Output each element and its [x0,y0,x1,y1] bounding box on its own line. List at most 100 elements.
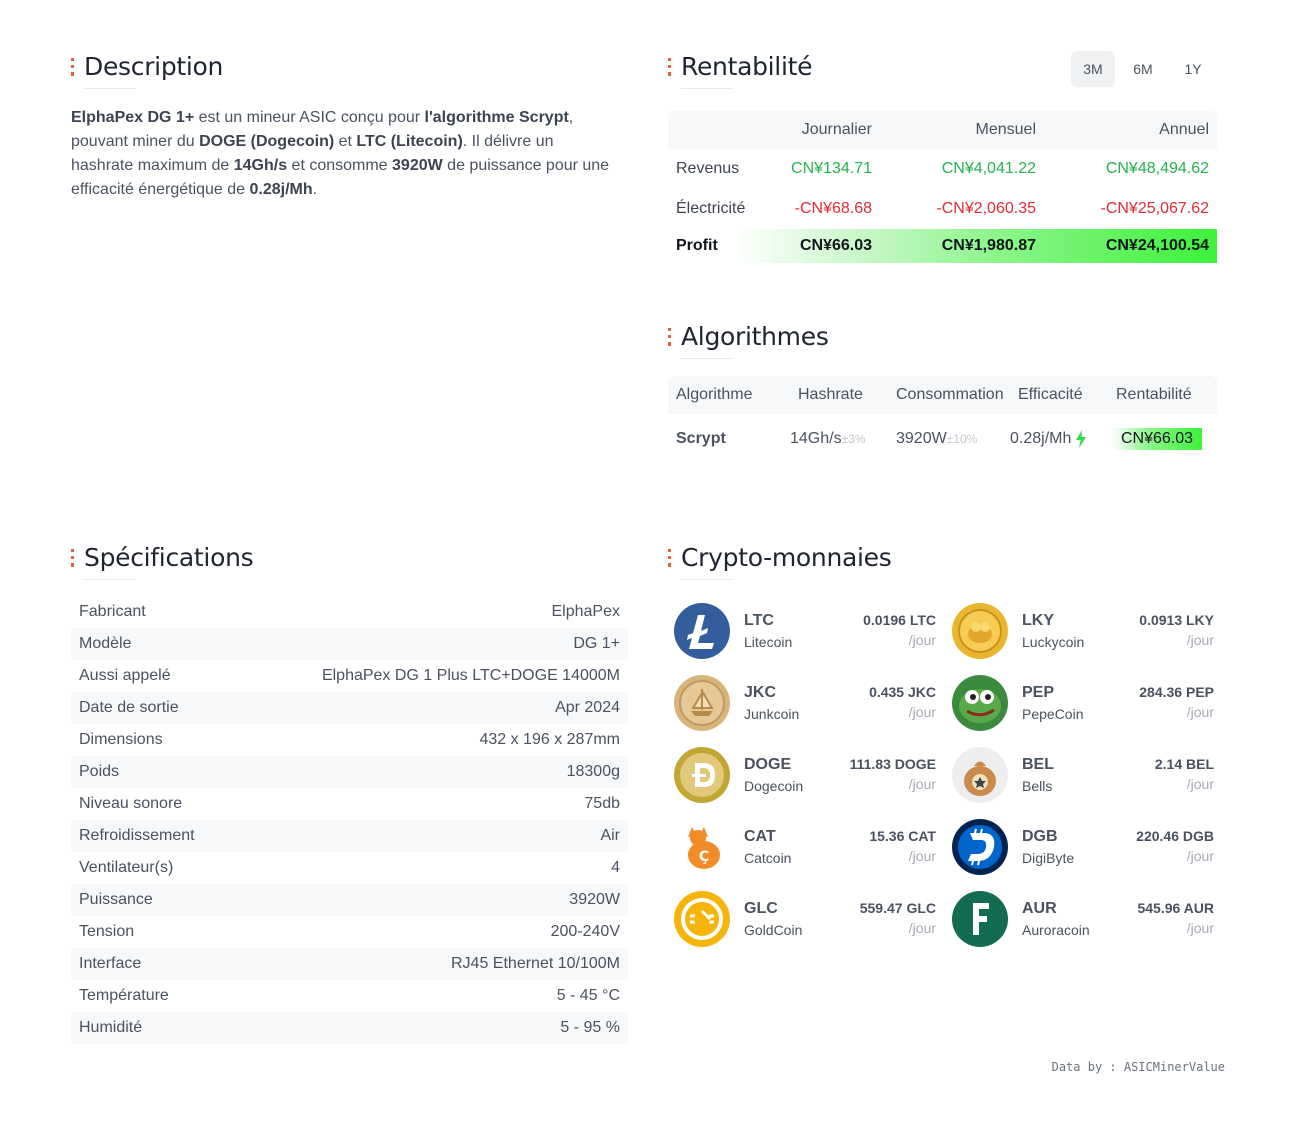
rentabilite-title: Rentabilité [681,52,813,81]
spec-row: Puissance 3920W [71,884,628,916]
coin-name: Litecoin [744,634,793,650]
title-marker [668,548,671,567]
description-fragment: de puissance pour une efficacité énergét… [71,157,610,198]
coin-symbol: JKC [744,684,777,701]
electricite-yearly: -CN¥25,067.62 [1100,200,1209,217]
revenus-yearly: CN¥48,494.62 [1105,160,1209,177]
description-highlight: ElphaPex DG 1+ [71,109,195,126]
coin-daily-amount: 545.96 AUR [1137,900,1214,916]
header-hashrate: Hashrate [798,386,863,403]
spec-row: Poids 18300g [71,756,628,788]
header-annuel: Annuel [1159,121,1209,138]
coin-symbol: GLC [744,900,778,917]
profit-label: Profit [676,237,718,254]
spec-label: Interface [79,955,142,972]
profit-row: Profit CN¥66.03 CN¥1,980.87 CN¥24,100.54 [668,229,1217,263]
algorithm-row: Scrypt 14Gh/s±3% 3920W±10% 0.28j/Mh CN¥6… [668,414,1217,464]
coin-item-aur[interactable]: AUR Auroracoin 545.96 AUR /jour [952,890,1214,948]
tab-1y[interactable]: 1Y [1184,61,1202,77]
profit-yearly: CN¥24,100.54 [1105,237,1209,254]
junkcoin-icon [674,675,730,731]
header-algorithme: Algorithme [676,386,753,403]
spec-value: RJ45 Ethernet 10/100M [451,955,620,972]
coin-symbol: LTC [744,612,774,629]
electricite-daily: -CN¥68.68 [794,200,872,217]
spec-label: Dimensions [79,731,163,748]
power-value: 3920W [896,430,947,447]
header-efficacite: Efficacité [1018,386,1083,403]
spec-label: Refroidissement [79,827,195,844]
crypto-heading: Crypto-monnaies [668,543,892,580]
coin-daily-amount: 0.0913 LKY [1139,612,1214,628]
spec-value: 5 - 45 °C [556,987,620,1004]
spec-value: ElphaPex DG 1 Plus LTC+DOGE 14000M [321,667,620,684]
period-tabs: 3M 6M 1Y [1071,51,1215,87]
goldcoin-icon [674,891,730,947]
spec-value: Air [600,827,620,844]
spec-label: Poids [79,763,120,780]
coin-item-ltc[interactable]: LTC Litecoin 0.0196 LTC /jour [674,602,936,660]
coin-item-bel[interactable]: BEL Bells 2.14 BEL /jour [952,746,1214,804]
crypto-list: LTC Litecoin 0.0196 LTC /jour LKY Luckyc… [674,602,1214,948]
coin-daily-amount: 220.46 DGB [1136,828,1214,844]
coin-name: Junkcoin [744,706,800,722]
hashrate-tolerance: ±3% [841,432,866,446]
crypto-title: Crypto-monnaies [681,543,892,572]
header-consommation: Consommation [896,386,1004,403]
hashrate-value: 14Gh/s [790,430,842,447]
coin-item-cat[interactable]: Ç CAT Catcoin 15.36 CAT /jour [674,818,936,876]
header-journalier: Journalier [801,121,872,138]
spec-label: Niveau sonore [79,795,183,812]
catcoin-icon: Ç [674,819,730,875]
spec-row: Tension 200-240V [71,916,628,948]
algorithmes-title: Algorithmes [681,322,829,351]
spec-value: DG 1+ [573,635,620,652]
coin-name: Bells [1022,778,1053,794]
spec-row: Interface RJ45 Ethernet 10/100M [71,948,628,980]
spec-row: Dimensions 432 x 196 x 287mm [71,724,628,756]
spec-value: 4 [611,859,620,876]
coin-item-jkc[interactable]: JKC Junkcoin 0.435 JKC /jour [674,674,936,732]
coin-period: /jour [908,848,936,864]
coin-name: Luckycoin [1022,634,1085,650]
spec-row: Fabricant ElphaPex [71,596,628,628]
coin-name: Dogecoin [744,778,804,794]
coin-item-pep[interactable]: PEP PepeCoin 284.36 PEP /jour [952,674,1214,732]
coin-name: Auroracoin [1022,922,1090,938]
tab-3m[interactable]: 3M [1071,51,1115,87]
coin-symbol: AUR [1022,900,1057,917]
efficiency-value: 0.28j/Mh [1010,430,1072,447]
coin-item-glc[interactable]: GLC GoldCoin 559.47 GLC /jour [674,890,936,948]
spec-row: Ventilateur(s) 4 [71,852,628,884]
description-highlight: 3920W [392,157,443,174]
algorithmes-header: Algorithme Hashrate Consommation Efficac… [668,376,1217,414]
rentabilite-heading: Rentabilité [668,52,813,89]
description-text: ElphaPex DG 1+ est un mineur ASIC conçu … [71,106,616,202]
tab-6m[interactable]: 6M [1133,61,1153,77]
specifications-heading: Spécifications [71,543,254,580]
coin-period: /jour [908,920,936,936]
coin-item-dgb[interactable]: DGB DigiByte 220.46 DGB /jour [952,818,1214,876]
coin-item-doge[interactable]: DOGE Dogecoin 111.83 DOGE /jour [674,746,936,804]
description-fragment: et [334,133,357,150]
coin-symbol: PEP [1022,684,1055,701]
coin-item-lky[interactable]: LKY Luckycoin 0.0913 LKY /jour [952,602,1214,660]
coin-name: PepeCoin [1022,706,1084,722]
header-rentabilite: Rentabilité [1116,386,1192,403]
description-fragment: et consomme [287,157,393,174]
profit-daily: CN¥66.03 [799,237,872,254]
coin-name: Catcoin [744,850,792,866]
spec-value: 3920W [569,891,620,908]
coin-period: /jour [908,776,936,792]
spec-row: Aussi appelé ElphaPex DG 1 Plus LTC+DOGE … [71,660,628,692]
coin-period: /jour [908,704,936,720]
description-highlight: DOGE (Dogecoin) [199,133,335,150]
description-fragment: est un mineur ASIC conçu pour [194,109,425,126]
luckycoin-icon [952,603,1008,659]
litecoin-icon [674,603,730,659]
coin-period: /jour [1186,776,1214,792]
coin-name: DigiByte [1022,850,1075,866]
coin-daily-amount: 284.36 PEP [1139,684,1214,700]
power-tolerance: ±10% [946,432,978,446]
spec-label: Humidité [79,1019,143,1036]
